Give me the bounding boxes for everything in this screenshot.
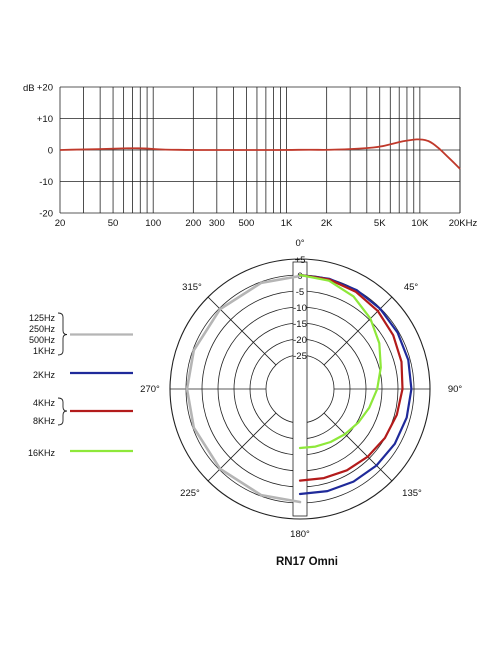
polar-spoke — [207, 412, 277, 482]
polar-pattern-curve — [298, 273, 413, 496]
x-tick-label: 100 — [145, 218, 161, 229]
x-tick-label: 20KHz — [449, 218, 478, 229]
legend-label: 2KHz — [33, 370, 56, 380]
x-tick-label: 5K — [374, 218, 386, 229]
polar-spoke — [323, 296, 393, 366]
angle-label: 0° — [295, 238, 304, 249]
x-tick-label: 50 — [108, 218, 119, 229]
legend-brace — [57, 397, 68, 426]
frequency-response-line — [59, 138, 461, 170]
polar-pattern-curve — [185, 274, 302, 504]
y-tick-label: -20 — [39, 209, 53, 220]
angle-label: 180° — [290, 529, 310, 540]
polar-chart-title: RN17 Omni — [276, 556, 338, 568]
legend-label: 125Hz — [29, 313, 56, 323]
legend-label: 4KHz — [33, 398, 56, 408]
legend-entry: 4KHz 8KHz — [33, 397, 133, 426]
angle-label: 45° — [404, 282, 419, 293]
legend-label: 8KHz — [33, 416, 56, 426]
polar-series — [185, 273, 413, 504]
y-tick-label: -10 — [39, 177, 53, 188]
x-tick-label: 1K — [281, 218, 293, 229]
scale-strip — [292, 261, 308, 517]
polar-spoke — [207, 296, 277, 366]
x-tick-label: 10K — [411, 218, 429, 229]
y-tick-label: +20 — [37, 83, 53, 94]
x-tick-label: 200 — [185, 218, 201, 229]
legend-entry: 2KHz — [33, 370, 133, 380]
radius-tick-label: -20 — [293, 335, 307, 346]
angle-label: 135° — [402, 488, 422, 499]
legend-brace — [57, 312, 68, 356]
frequency-tick-labels: 20 50 100 200 300 500 1K 2K 5K 10K 20KHz +20 +10 0 -10… — [37, 83, 478, 230]
radius-tick-label: +5 — [295, 255, 306, 266]
radius-tick-label: -25 — [293, 351, 307, 362]
angle-label: 315° — [182, 282, 202, 293]
angle-label: 270° — [140, 384, 160, 395]
radius-tick-label: -10 — [293, 303, 307, 314]
polar-scale-strip — [292, 261, 308, 517]
y-tick-label: 0 — [48, 146, 53, 157]
angle-label: 225° — [180, 488, 200, 499]
y-tick-label: +10 — [37, 114, 53, 125]
legend-label: 16KHz — [28, 448, 56, 458]
frequency-series — [59, 138, 461, 170]
angle-label: 90° — [448, 384, 463, 395]
polar-pattern-chart: +50-5-10-15-20-25 0°45°90°135°180°225°27… — [140, 238, 462, 540]
polar-spoke — [323, 412, 393, 482]
legend-label: 1KHz — [33, 346, 56, 356]
polar-pattern-curve — [298, 273, 382, 450]
x-tick-label: 20 — [55, 218, 66, 229]
radius-tick-label: -5 — [296, 287, 304, 298]
x-tick-label: 2K — [321, 218, 333, 229]
legend-label: 500Hz — [29, 335, 56, 345]
legend-entry: 16KHz — [28, 448, 133, 458]
x-tick-label: 500 — [238, 218, 254, 229]
polar-angle-labels: 0° 45° 90° 135° 180° 225° 270° 315° — [140, 238, 462, 540]
polar-pattern-curve — [298, 273, 404, 482]
legend-label: 250Hz — [29, 324, 56, 334]
radius-tick-label: -15 — [293, 319, 307, 330]
x-tick-label: 300 — [209, 218, 225, 229]
frequency-response-chart: 20 50 100 200 300 500 1K 2K 5K 10K 20KHz +20 +10 0 -10… — [23, 83, 478, 230]
y-axis-label: dB — [23, 83, 35, 94]
